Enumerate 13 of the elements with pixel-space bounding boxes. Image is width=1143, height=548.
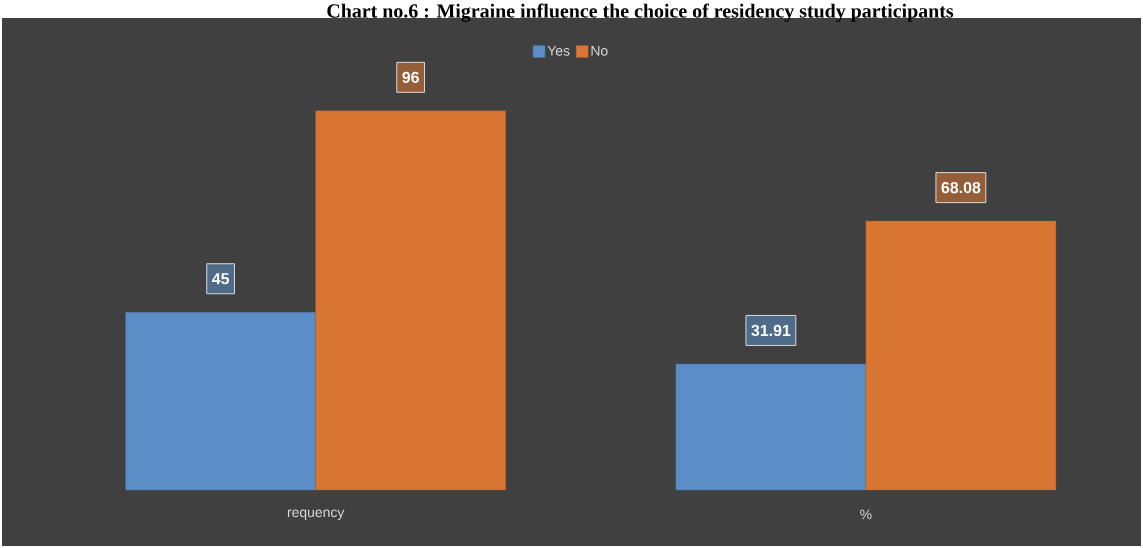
legend-label: Yes <box>547 46 570 56</box>
bar <box>865 220 1057 491</box>
data-label: 96 <box>402 71 419 83</box>
data-label: 68.08 <box>941 181 981 194</box>
chart-title: Chart no.6 : Migraine influence the choice of residency study participants <box>327 3 954 22</box>
bar <box>125 312 316 491</box>
bar <box>315 110 506 491</box>
legend-label: No <box>591 46 608 56</box>
bar <box>675 363 867 491</box>
data-label: 45 <box>212 273 230 285</box>
x-tick-label: requency <box>287 509 345 520</box>
data-label: 31.91 <box>751 324 791 337</box>
x-tick-label: % <box>860 509 872 520</box>
